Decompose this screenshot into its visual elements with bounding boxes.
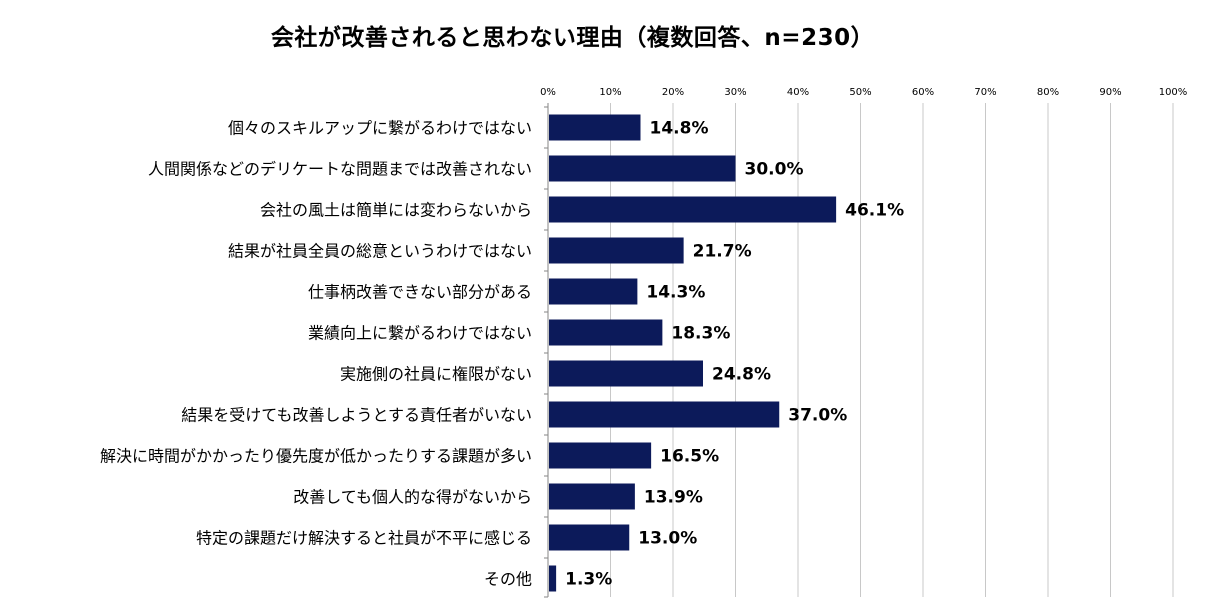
category-labels: 個々のスキルアップに繋がるわけではない人間関係などのデリケートな問題までは改善さ… bbox=[100, 119, 532, 589]
x-tick-label: 70% bbox=[974, 87, 996, 98]
category-label: 個々のスキルアップに繋がるわけではない bbox=[228, 119, 532, 138]
x-tick-label: 20% bbox=[662, 87, 684, 98]
x-tick-label: 0% bbox=[540, 87, 556, 98]
category-label: 業績向上に繋がるわけではない bbox=[308, 324, 532, 343]
data-label: 24.8% bbox=[712, 365, 771, 385]
category-label: 結果が社員全員の総意というわけではない bbox=[228, 242, 532, 261]
bar bbox=[549, 565, 557, 592]
bar bbox=[549, 442, 652, 469]
grid-lines bbox=[610, 103, 1174, 597]
x-tick-label: 30% bbox=[724, 87, 746, 98]
category-label: 人間関係などのデリケートな問題までは改善されない bbox=[148, 160, 532, 179]
data-label: 21.7% bbox=[693, 242, 752, 262]
data-label: 14.3% bbox=[646, 283, 705, 303]
data-label: 16.5% bbox=[660, 447, 719, 467]
category-label: その他 bbox=[484, 570, 532, 589]
x-tick-label: 60% bbox=[912, 87, 934, 98]
bar bbox=[549, 114, 641, 141]
y-axis bbox=[544, 103, 549, 598]
category-label: 解決に時間がかかったり優先度が低かったりする課題が多い bbox=[100, 447, 532, 466]
bar bbox=[549, 401, 780, 428]
bar bbox=[549, 278, 638, 305]
x-axis-ticks: 0% 10% 20% 30% 40% 50% 60% 70% 80% 90% 100% bbox=[540, 87, 1187, 98]
data-label: 13.0% bbox=[638, 529, 697, 549]
category-label: 改善しても個人的な得がないから bbox=[293, 488, 532, 507]
x-tick-label: 50% bbox=[849, 87, 871, 98]
category-label: 仕事柄改善できない部分がある bbox=[308, 283, 532, 302]
x-tick-label: 100% bbox=[1159, 87, 1188, 98]
bar bbox=[549, 155, 736, 182]
category-label: 実施側の社員に権限がない bbox=[340, 365, 532, 384]
data-label: 18.3% bbox=[671, 324, 730, 344]
bar bbox=[549, 360, 703, 387]
x-tick-label: 40% bbox=[787, 87, 809, 98]
bars bbox=[549, 114, 837, 592]
category-label: 会社の風土は簡単には変わらないから bbox=[260, 201, 532, 220]
bar bbox=[549, 524, 630, 551]
data-labels: 14.8% 30.0% 46.1% 21.7% 14.3% 18.3% 24.8% 37.0%… bbox=[565, 119, 904, 590]
category-label: 結果を受けても改善しようとする責任者がいない bbox=[181, 406, 532, 425]
data-label: 30.0% bbox=[745, 160, 804, 180]
data-label: 14.8% bbox=[650, 119, 709, 139]
data-label: 1.3% bbox=[565, 570, 612, 590]
x-tick-label: 10% bbox=[599, 87, 621, 98]
data-label: 46.1% bbox=[845, 201, 904, 221]
bar bbox=[549, 319, 663, 346]
data-label: 37.0% bbox=[788, 406, 847, 426]
category-label: 特定の課題だけ解決すると社員が不平に感じる bbox=[196, 529, 532, 548]
bar bbox=[549, 483, 635, 510]
data-label: 13.9% bbox=[644, 488, 703, 508]
bar bbox=[549, 237, 684, 264]
chart-title: 会社が改善されると思わない理由（複数回答、n=230） bbox=[270, 25, 875, 51]
x-tick-label: 80% bbox=[1037, 87, 1059, 98]
bar bbox=[549, 196, 837, 223]
x-tick-label: 90% bbox=[1099, 87, 1121, 98]
